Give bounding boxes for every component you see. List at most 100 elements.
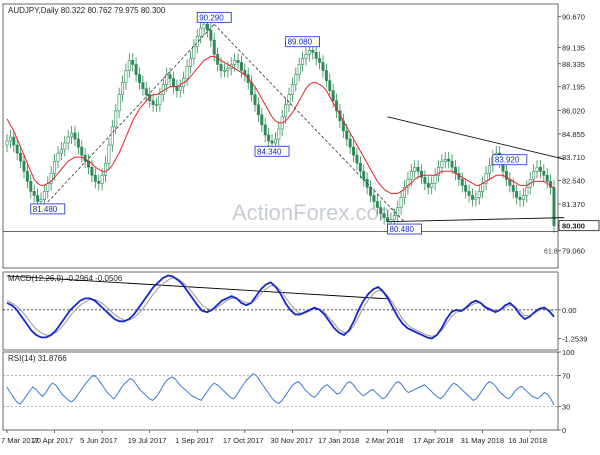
candle-body — [443, 158, 447, 162]
candle-body — [22, 160, 26, 172]
y-tick-label: 100 — [562, 348, 575, 357]
candle-body — [104, 162, 108, 176]
candle-body — [202, 23, 206, 29]
candle-body — [73, 132, 77, 140]
macd-line — [6, 274, 555, 340]
candle-body — [76, 138, 80, 148]
candle-body — [29, 181, 33, 192]
candle-body — [521, 195, 525, 200]
candle-body — [450, 160, 454, 168]
candle-body — [538, 166, 542, 172]
panel-frame — [2, 271, 559, 351]
candle-body — [141, 82, 145, 89]
x-tick-label: 17 Apr 2018 — [413, 436, 453, 445]
panel-title: AUDJPY,Daily 80.322 80.762 79.975 80.300 — [8, 6, 166, 15]
candle-body — [277, 128, 281, 140]
candle-body — [348, 138, 352, 148]
candle-body — [236, 60, 240, 63]
candle-body — [263, 124, 267, 136]
last-price-label: 80.300 — [562, 222, 585, 231]
candle-body — [481, 183, 485, 192]
y-tick-label: 90.670 — [562, 13, 585, 22]
candle-body — [154, 104, 158, 106]
candle-body — [324, 70, 328, 81]
x-tick-label: 31 May 2018 — [461, 436, 504, 445]
candle-body — [477, 191, 481, 198]
candle-body — [474, 197, 478, 200]
price-annotation: 89.080 — [288, 38, 313, 47]
candle-body — [253, 94, 257, 106]
candle-body — [382, 213, 386, 218]
candle-body — [355, 154, 359, 164]
candle-body — [464, 185, 468, 192]
candle-body — [287, 94, 291, 106]
candle-body — [386, 217, 390, 222]
x-tick-label: 1 Sep 2017 — [175, 436, 213, 445]
candle-body — [433, 174, 437, 184]
triangle-upper-line — [387, 116, 565, 160]
candle-body — [36, 195, 40, 202]
panel-title: RSI(14) 31.8766 — [8, 354, 67, 363]
x-tick-label: 17 Jan 2018 — [318, 436, 359, 445]
x-tick-label: 30 Nov 2017 — [270, 436, 313, 445]
candle-body — [80, 146, 84, 156]
candle-body — [284, 104, 288, 118]
candle-body — [5, 140, 9, 146]
candle-body — [39, 199, 43, 202]
candle-body — [301, 58, 305, 65]
trend-channel-line — [213, 24, 405, 223]
candle-body — [168, 74, 172, 79]
macd-panel: 0.00 -1.2539 MACD(12,26,9) -0.2964 -0.0506 — [2, 271, 587, 351]
candle-body — [15, 144, 19, 154]
candle-body — [515, 191, 519, 198]
trend-channel-line — [47, 24, 215, 203]
candle-body — [56, 152, 60, 162]
candle-body — [409, 170, 413, 180]
candle-body — [144, 88, 148, 95]
candle-body — [188, 58, 192, 67]
candle-body — [307, 50, 311, 55]
x-tick-label: 20 Apr 2017 — [33, 436, 73, 445]
y-tick-label: 79.060 — [562, 247, 585, 256]
y-tick-label: -1.2539 — [562, 335, 587, 344]
price-annotation-box — [30, 203, 66, 215]
x-tick-label: 7 Mar 2017 — [1, 436, 39, 445]
candle-body — [19, 152, 23, 162]
price-annotation-box — [196, 11, 232, 23]
x-tick-label: 16 Jul 2018 — [508, 436, 547, 445]
candle-body — [66, 136, 70, 144]
candle-body — [484, 172, 488, 184]
candle-body — [413, 166, 417, 172]
y-tick-label: 0.00 — [562, 306, 577, 315]
candle-body — [321, 62, 325, 71]
candle-body — [406, 179, 410, 188]
macd-trendline — [6, 275, 388, 300]
y-tick-label: 88.335 — [562, 60, 585, 69]
candle-body — [436, 166, 440, 176]
candle-body — [53, 160, 57, 174]
candle-body — [70, 132, 74, 138]
price-panel: 90.670 89.135 88.335 87.195 86.020 84.855 83.7… — [2, 3, 600, 269]
y-tick-label: 84.855 — [562, 130, 585, 139]
candle-body — [192, 46, 196, 59]
candle-body — [358, 162, 362, 172]
candle-body — [426, 183, 430, 188]
price-annotation: 81.480 — [33, 205, 58, 214]
y-tick-label: 70 — [562, 371, 570, 380]
candle-body — [379, 207, 383, 214]
candle-body — [416, 166, 420, 172]
candle-body — [110, 126, 114, 146]
panel-title: MACD(12,26,9) -0.2964 -0.0506 — [8, 274, 123, 283]
candle-body — [25, 170, 29, 182]
price-annotation: 90.290 — [199, 13, 224, 22]
rsi-line — [6, 373, 555, 406]
candle-body — [42, 191, 46, 200]
candle-body — [222, 70, 226, 72]
y-tick-label: 86.020 — [562, 106, 585, 115]
y-tick-label: 83.710 — [562, 153, 585, 162]
y-tick-label: 82.540 — [562, 177, 585, 186]
candle-body — [134, 64, 138, 75]
candle-body — [318, 58, 322, 63]
